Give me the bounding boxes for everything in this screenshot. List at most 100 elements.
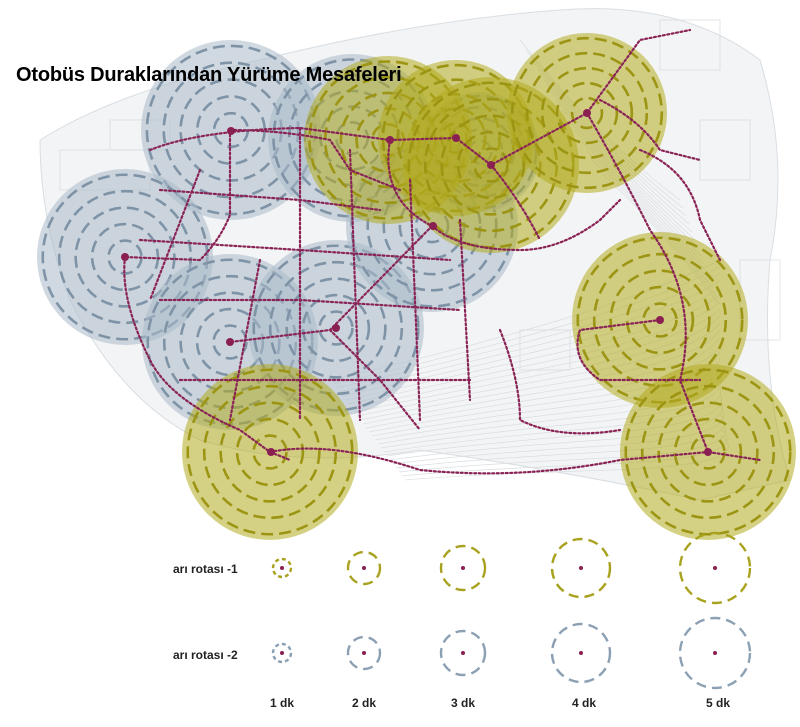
route-segment-19 bbox=[489, 163, 542, 242]
building-block bbox=[659, 19, 721, 71]
legend-ring bbox=[678, 616, 752, 690]
walk-ring-2-min bbox=[673, 417, 743, 487]
legend-route-1-label: arı rotası -1 bbox=[173, 562, 238, 576]
walk-ring-2-min bbox=[235, 417, 305, 487]
walk-ring-4-min bbox=[57, 189, 193, 325]
legend-route-2-4-min bbox=[550, 622, 612, 684]
route-segment-24 bbox=[638, 148, 722, 262]
building-block bbox=[519, 329, 571, 371]
walk-ring-2-min bbox=[555, 81, 619, 145]
route-segment-14 bbox=[138, 238, 452, 262]
route-segment-22 bbox=[328, 328, 422, 432]
bus-routes bbox=[123, 28, 762, 475]
legend-stop-dot bbox=[362, 566, 366, 570]
legend-route-1-2-min bbox=[346, 550, 382, 586]
walk-ring-3-min bbox=[219, 401, 321, 503]
legend-ring bbox=[271, 557, 293, 579]
legend-ring bbox=[678, 531, 752, 605]
route-segment-3 bbox=[148, 28, 692, 167]
walk-ring-1-min bbox=[690, 434, 726, 470]
walk-ring-1-min bbox=[212, 324, 248, 360]
walk-ring-3-min bbox=[540, 66, 634, 160]
bus-stop-3 bbox=[226, 338, 234, 346]
route-segment-13 bbox=[158, 188, 382, 212]
bus-stop-11 bbox=[704, 448, 712, 456]
walk-ring-2-min bbox=[625, 285, 695, 355]
legend-ring bbox=[439, 629, 487, 677]
legend-route-1-1-min bbox=[271, 557, 293, 579]
legend-stop-dot bbox=[280, 566, 284, 570]
legend-stop-dot bbox=[579, 566, 583, 570]
legend-route-2-5-min bbox=[678, 616, 752, 690]
route-segment-15 bbox=[158, 298, 462, 312]
walk-ring-3-min bbox=[657, 401, 759, 503]
route-segment-21 bbox=[228, 128, 402, 192]
walk-ring-4-min bbox=[202, 384, 338, 520]
bus-stop-4 bbox=[332, 324, 340, 332]
route-segment-12 bbox=[458, 218, 472, 402]
walk-ring-2-min bbox=[90, 222, 160, 292]
bus-stop-12 bbox=[267, 448, 275, 456]
map-title: Otobüs Duraklarından Yürüme Mesafeleri bbox=[16, 64, 402, 86]
walk-ring-4-min bbox=[592, 252, 728, 388]
route-segment-18 bbox=[228, 258, 262, 422]
legend-route-2-1-min bbox=[271, 642, 293, 664]
legend-route-2-3-min bbox=[439, 629, 487, 677]
walk-ring-4-min bbox=[268, 260, 404, 396]
legend-ring bbox=[346, 550, 382, 586]
walk-ring-1-min bbox=[642, 302, 678, 338]
walk-ring-4-min bbox=[640, 384, 776, 520]
bus-stop-8 bbox=[429, 222, 437, 230]
legend-stop-dot bbox=[362, 651, 366, 655]
legend-route-1-4-min bbox=[550, 537, 612, 599]
legend-route-2-2-min bbox=[346, 635, 382, 671]
route-segment-8 bbox=[268, 447, 710, 475]
legend-ring bbox=[271, 642, 293, 664]
walk-ring-1-min bbox=[318, 310, 354, 346]
walk-ring-3-min bbox=[609, 269, 711, 371]
legend-symbols bbox=[271, 531, 752, 690]
route-segment-4 bbox=[387, 138, 622, 252]
walk-ring-1-min bbox=[252, 434, 288, 470]
legend-stop-dot bbox=[713, 651, 717, 655]
legend-minute-2: 2 dk bbox=[351, 696, 376, 710]
legend-minute-4: 4 dk bbox=[571, 696, 596, 710]
legend-stop-dot bbox=[579, 651, 583, 655]
bus-stop-10 bbox=[656, 316, 664, 324]
legend-ring bbox=[346, 635, 382, 671]
legend-stop-dot bbox=[713, 566, 717, 570]
legend-stop-dot bbox=[280, 651, 284, 655]
legend-route-1-3-min bbox=[439, 544, 487, 592]
legend-minute-5: 5 dk bbox=[705, 696, 730, 710]
building-block bbox=[699, 119, 751, 181]
walk-ring-2-min bbox=[301, 293, 371, 363]
route-segment-2 bbox=[123, 255, 292, 462]
walk-ring-2-min bbox=[456, 130, 526, 200]
bus-stops bbox=[121, 109, 712, 456]
route-segment-1 bbox=[123, 128, 232, 262]
route-segment-6 bbox=[585, 111, 762, 462]
bus-stop-2 bbox=[121, 253, 129, 261]
legend-stop-dot bbox=[461, 566, 465, 570]
bus-stop-7 bbox=[487, 161, 495, 169]
legend-ring bbox=[550, 537, 612, 599]
route-segment-23 bbox=[498, 328, 622, 435]
bus-stop-1 bbox=[227, 127, 235, 135]
legend-route-2-label: arı rotası -2 bbox=[173, 648, 238, 662]
legend-stop-dot bbox=[461, 651, 465, 655]
legend-ring bbox=[550, 622, 612, 684]
walk-ring-3-min bbox=[74, 206, 176, 308]
walk-ring-3-min bbox=[285, 277, 387, 379]
route-segment-20 bbox=[598, 98, 702, 162]
legend-route-1-5-min bbox=[678, 531, 752, 605]
walk-ring-5-min bbox=[510, 36, 664, 190]
legend-minute-3: 3 dk bbox=[450, 696, 475, 710]
walk-ring-5-min bbox=[624, 368, 792, 536]
walk-ring-4-min bbox=[525, 51, 649, 175]
walk-ring-1-min bbox=[473, 147, 509, 183]
route-segment-17 bbox=[148, 168, 202, 302]
bus-stop-6 bbox=[452, 134, 460, 142]
route-segment-7 bbox=[576, 318, 702, 382]
bus-stop-9 bbox=[583, 109, 591, 117]
